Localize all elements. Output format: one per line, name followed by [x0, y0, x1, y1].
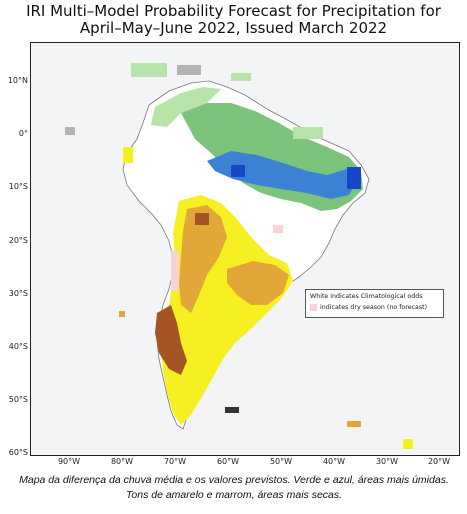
- map-title-line-1: IRI Multi–Model Probability Forecast for…: [26, 2, 441, 20]
- lat-label-50s: 50°S: [8, 395, 28, 404]
- dry-region-brown-north: [195, 213, 209, 225]
- lat-label-10n: 10°N: [7, 76, 28, 85]
- lon-label-90w: 90°W: [57, 457, 81, 466]
- precipitation-forecast-map: [30, 42, 460, 456]
- dry-season-swatch: [310, 304, 317, 311]
- lat-label-20s: 20°S: [8, 236, 28, 245]
- dry-patch-north-west: [123, 147, 133, 163]
- map-legend: White indicates Climatological odds indi…: [305, 289, 444, 318]
- wet-patch-amazon: [293, 127, 323, 139]
- legend-climatology-text: White indicates Climatological odds: [310, 293, 423, 300]
- no-data-patch-3: [273, 225, 283, 233]
- legend-dry-season-text: indicates dry season (no forecast): [320, 304, 428, 311]
- lon-label-60w: 60°W: [216, 457, 240, 466]
- dry-region-brown: [155, 305, 187, 375]
- lon-label-30w: 30°W: [375, 457, 399, 466]
- falklands-island: [225, 407, 239, 413]
- map-title-line-2: April–May–June 2022, Issued March 2022: [79, 19, 388, 37]
- wet-patch-caribbean: [131, 63, 167, 77]
- wet-patch-caribbean-2: [231, 73, 251, 81]
- dry-patch-islands-2: [347, 421, 361, 427]
- lon-label-40w: 40°W: [322, 457, 346, 466]
- figure-caption: Mapa da diferença da chuva média e os va…: [19, 474, 449, 501]
- lat-label-10s: 10°S: [8, 182, 28, 191]
- lon-label-70w: 70°W: [163, 457, 187, 466]
- dry-season-area: [171, 251, 179, 291]
- no-data-patch-2: [65, 127, 75, 135]
- wet-core-dark-blue: [231, 165, 245, 177]
- lat-label-30s: 30°S: [8, 289, 28, 298]
- dry-region-orange-east: [227, 261, 289, 305]
- dry-patch-islands: [403, 439, 413, 449]
- lat-label-40s: 40°S: [8, 342, 28, 351]
- wet-region-light: [151, 87, 221, 127]
- wet-core-dark-blue-east: [347, 167, 361, 189]
- lat-label-0: 0°: [18, 129, 28, 138]
- lat-label-60s: 60°S: [8, 448, 28, 457]
- lon-label-20w: 20°W: [427, 457, 451, 466]
- wet-region-blue: [207, 151, 357, 199]
- dry-patch-offshore: [119, 311, 125, 317]
- dry-region-orange: [179, 205, 227, 313]
- lon-label-50w: 50°W: [269, 457, 293, 466]
- lon-label-80w: 80°W: [110, 457, 134, 466]
- no-data-patch: [177, 65, 201, 75]
